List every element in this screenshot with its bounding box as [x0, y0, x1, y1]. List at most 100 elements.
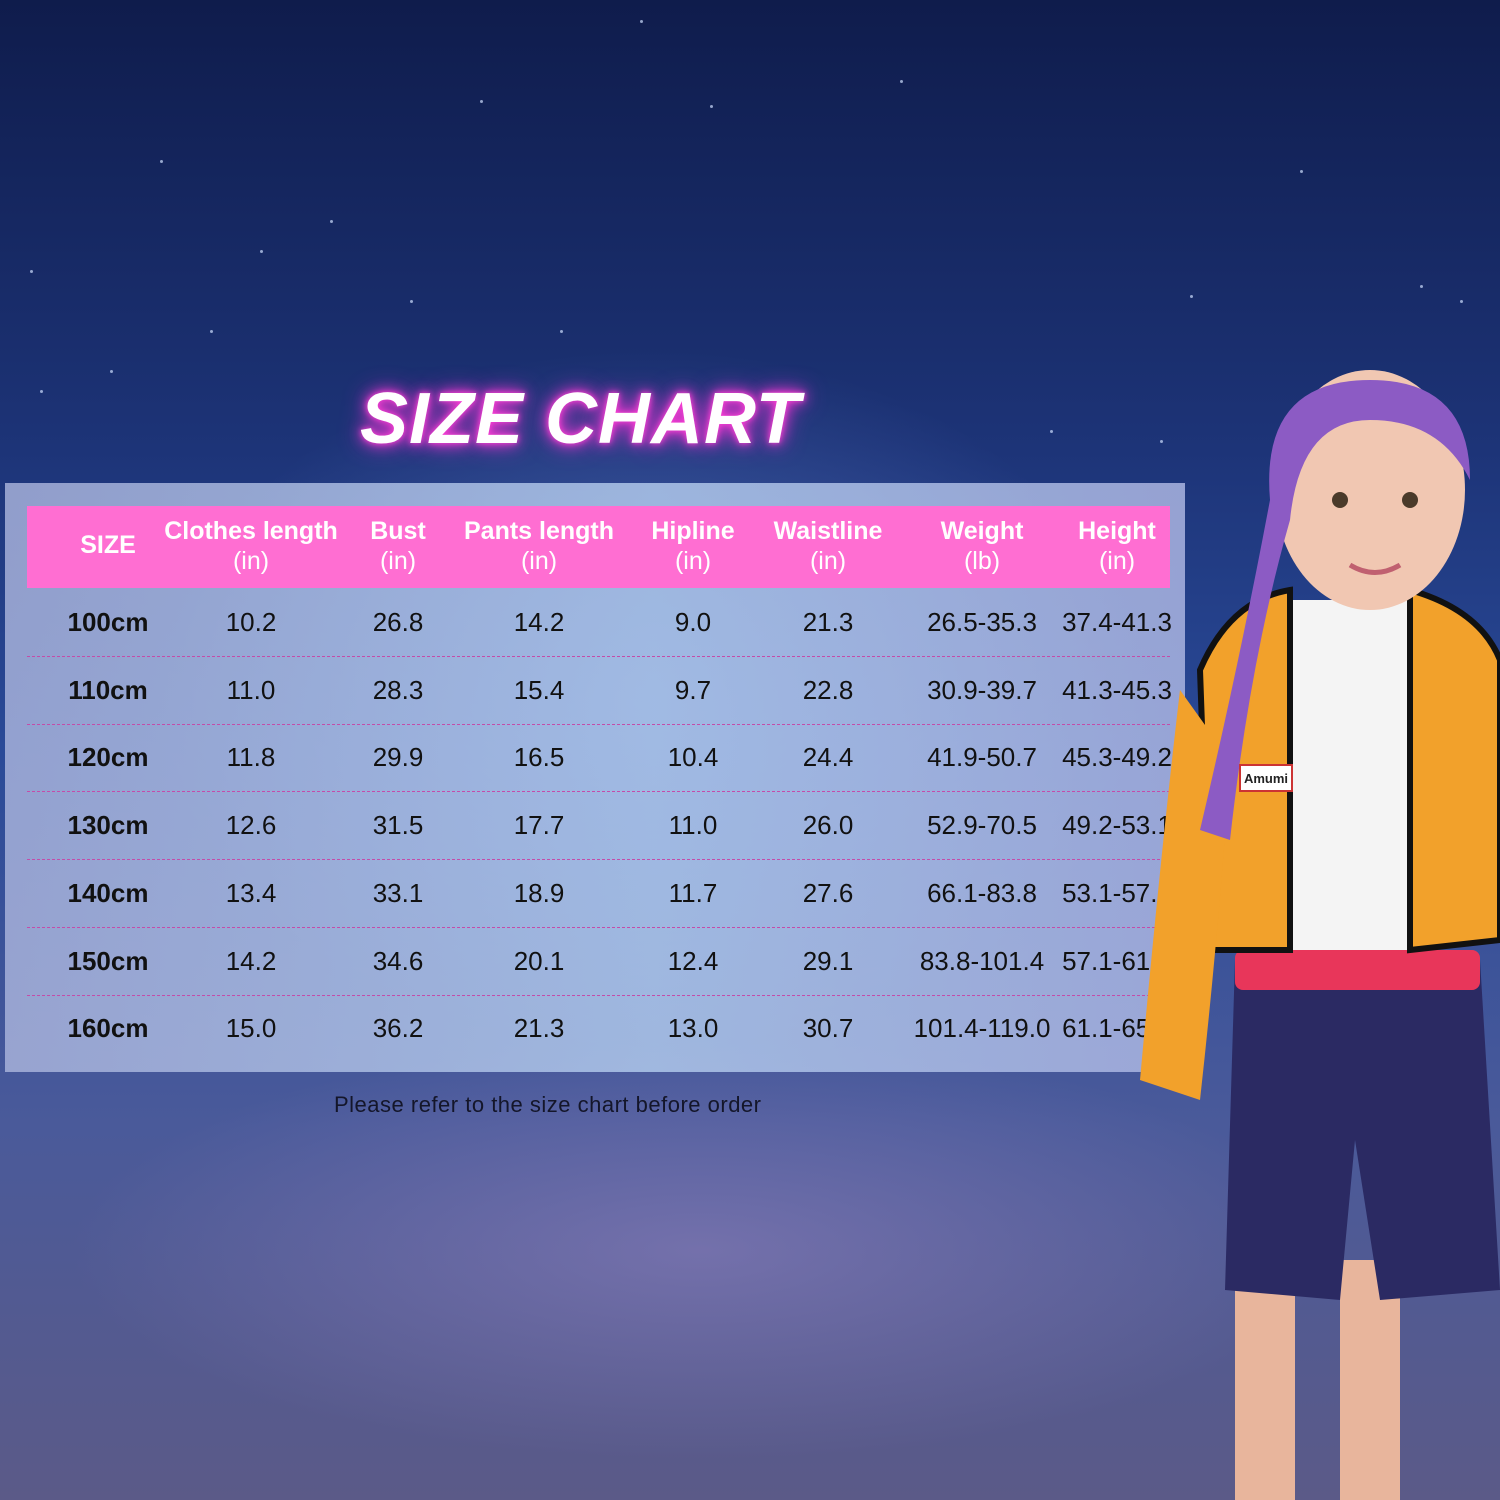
value-cell: 10.2 [225, 607, 277, 637]
value-cell: 26.8 [372, 607, 424, 637]
column-label: SIZE [80, 531, 136, 559]
value-cell: 26.0 [802, 810, 854, 841]
star-dot [210, 330, 213, 333]
value-cell: 37.4-41.3 [1062, 607, 1172, 637]
size-cell: 140cm [67, 877, 149, 908]
jacket-tag [1239, 764, 1293, 792]
model-shorts [1225, 960, 1500, 1300]
size-cell: 120cm [67, 742, 149, 773]
value-cell: 11.8 [226, 742, 276, 773]
model-eye [1332, 492, 1348, 508]
size-cell: 160cm [67, 1013, 149, 1044]
value-cell: 13.4 [225, 877, 277, 908]
star-dot [110, 370, 113, 373]
table-row: 140cm 13.4 33.1 18.9 11.7 27.6 66.1-83.8 53.1-5… [27, 860, 1172, 928]
value-cell: 66.1-83.8 [927, 877, 1037, 908]
star-dot [900, 80, 903, 83]
value-cell: 27.6 [802, 877, 854, 908]
star-dot [560, 330, 563, 333]
column-header: Clothes length (in) [164, 516, 338, 576]
value-cell: 49.2-53.1 [1062, 810, 1172, 841]
column-header: Waistline (in) [774, 516, 883, 576]
star-dot [330, 220, 333, 223]
star-dot [1160, 440, 1163, 443]
table-row: 130cm 12.6 31.5 17.7 11.0 26.0 52.9-70.5 49.2-5… [27, 792, 1172, 861]
column-label: Waistline [773, 517, 883, 545]
size-cell: 110cm [68, 674, 148, 705]
column-unit: (in) [232, 547, 270, 575]
model-eye [1402, 492, 1418, 508]
model-legs [1235, 1260, 1400, 1500]
star-dot [480, 100, 483, 103]
size-cell: 100cm [67, 607, 149, 637]
value-cell: 11.7 [668, 877, 718, 908]
value-cell: 29.1 [802, 945, 854, 976]
star-dot [260, 250, 263, 253]
star-dot [640, 20, 643, 23]
value-cell: 22.8 [802, 674, 854, 705]
value-cell: 31.5 [372, 810, 424, 841]
model-top [1290, 600, 1410, 950]
column-header: Height (in) [1078, 516, 1156, 576]
value-cell: 101.4-119.0 [913, 1013, 1051, 1044]
size-table: SIZE Clothes length (in) Bust (in) Pants leng… [5, 483, 1185, 1072]
value-cell: 18.9 [513, 877, 565, 908]
column-unit: (in) [379, 547, 417, 575]
value-cell: 14.2 [225, 945, 277, 976]
value-cell: 36.2 [372, 1013, 424, 1044]
value-cell: 9.7 [674, 674, 712, 705]
column-label: Pants length [463, 517, 615, 545]
star-dot [410, 300, 413, 303]
model-waistband [1235, 950, 1480, 990]
star-dot [160, 160, 163, 163]
column-header: Pants length (in) [464, 516, 614, 576]
column-unit: (in) [1098, 547, 1136, 575]
star-dot [30, 270, 33, 273]
value-cell: 34.6 [372, 945, 424, 976]
value-cell: 11.0 [668, 810, 718, 841]
column-unit: (in) [809, 547, 847, 575]
value-cell: 12.4 [667, 945, 719, 976]
star-dot [1050, 430, 1053, 433]
column-label: Hipline [651, 517, 735, 545]
value-cell: 17.7 [513, 810, 565, 841]
value-cell: 33.1 [372, 877, 424, 908]
value-cell: 30.7 [802, 1013, 854, 1044]
size-cell: 130cm [67, 810, 149, 841]
model-photo: Amumi [1140, 370, 1500, 1500]
column-unit: (in) [674, 547, 712, 575]
value-cell: 15.4 [513, 674, 565, 705]
value-cell: 28.3 [372, 674, 424, 705]
star-dot [1300, 170, 1303, 173]
value-cell: 9.0 [674, 607, 712, 637]
table-row: 110cm 11.0 28.3 15.4 9.7 22.8 30.9-39.7 41.3-45… [27, 657, 1172, 725]
size-cell: 150cm [67, 945, 149, 976]
model-hair [1200, 380, 1470, 840]
column-unit: (lb) [963, 547, 1001, 575]
jacket-tag-text: Amumi [1244, 771, 1288, 786]
value-cell: 15.0 [225, 1013, 277, 1044]
table-row: 120cm 11.8 29.9 16.5 10.4 24.4 41.9-50.7 45.3-4… [27, 724, 1172, 793]
star-dot [1460, 300, 1463, 303]
column-label: Clothes length [164, 517, 338, 545]
value-cell: 14.2 [513, 607, 565, 637]
table-row: 100cm 10.2 26.8 14.2 9.0 21.3 26.5-35.3 37.4-41… [27, 589, 1172, 657]
table-row: 150cm 14.2 34.6 20.1 12.4 29.1 83.8-101.4 57.1-… [27, 928, 1172, 996]
value-cell: 53.1-57.1 [1062, 877, 1172, 908]
star-dot [1420, 285, 1423, 288]
star-dot [780, 420, 783, 423]
size-chart-title: SIZE CHART [360, 379, 801, 459]
star-dot [710, 105, 713, 108]
column-header: Hipline (in) [651, 516, 734, 576]
value-cell: 10.4 [667, 742, 719, 773]
table-row: 160cm 15.0 36.2 21.3 13.0 30.7 101.4-119.0 61.1… [27, 995, 1172, 1062]
value-cell: 52.9-70.5 [927, 810, 1037, 841]
value-cell: 12.6 [225, 810, 277, 841]
value-cell: 16.5 [513, 742, 565, 773]
size-note: Please refer to the size chart before or… [334, 1092, 762, 1117]
value-cell: 83.8-101.4 [919, 945, 1045, 976]
value-cell: 24.4 [802, 742, 854, 773]
model-sleeve [1140, 690, 1230, 1100]
value-cell: 26.5-35.3 [927, 607, 1037, 637]
model-smile [1348, 562, 1402, 575]
